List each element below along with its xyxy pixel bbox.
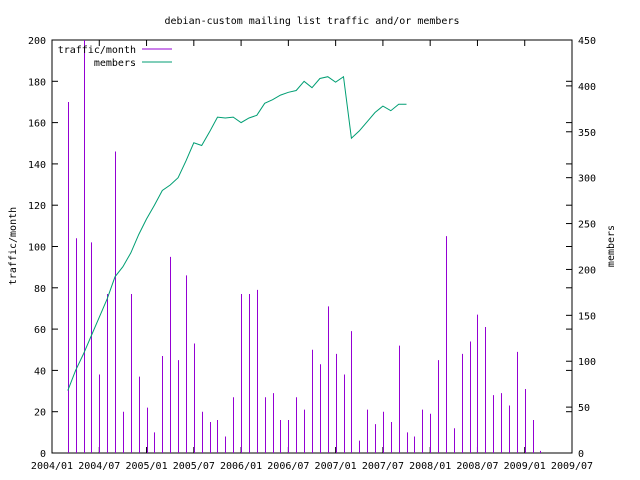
legend-label-traffic: traffic/month <box>58 45 136 56</box>
right-axis-ticks: 0 50 100 150 200 250 300 350 400 450 <box>566 36 596 460</box>
left-axis-ticks: 0 20 40 60 80 100 120 140 160 180 200 <box>28 36 572 460</box>
right-tick-label: 450 <box>578 36 596 47</box>
left-tick-label: 20 <box>34 408 46 419</box>
x-axis-ticks: 2004/01 2004/07 2005/01 2005/07 2006/01 2006/… <box>31 40 593 472</box>
right-tick-label: 300 <box>578 174 596 185</box>
x-tick-label: 2006/01 <box>220 461 262 472</box>
legend-label-members: members <box>94 58 136 69</box>
legend: traffic/month members <box>58 45 172 69</box>
left-tick-label: 40 <box>34 366 46 377</box>
right-tick-label: 150 <box>578 311 596 322</box>
traffic-series <box>68 40 541 453</box>
left-tick-label: 100 <box>28 243 46 254</box>
left-tick-label: 140 <box>28 160 46 171</box>
left-tick-label: 200 <box>28 36 46 47</box>
x-tick-label: 2005/01 <box>125 461 167 472</box>
x-tick-label: 2009/07 <box>551 461 593 472</box>
y-axis-label: traffic/month <box>8 207 19 285</box>
right-tick-label: 0 <box>578 449 584 460</box>
right-tick-label: 50 <box>578 403 590 414</box>
x-tick-label: 2006/07 <box>267 461 309 472</box>
x-tick-label: 2009/01 <box>504 461 546 472</box>
y2-axis-label: members <box>606 225 617 267</box>
left-tick-label: 60 <box>34 325 46 336</box>
x-tick-label: 2007/01 <box>315 461 357 472</box>
x-tick-label: 2004/07 <box>78 461 120 472</box>
right-tick-label: 100 <box>578 357 596 368</box>
left-tick-label: 160 <box>28 119 46 130</box>
x-tick-label: 2007/07 <box>362 461 404 472</box>
left-tick-label: 0 <box>40 449 46 460</box>
right-tick-label: 250 <box>578 220 596 231</box>
right-tick-label: 400 <box>578 82 596 93</box>
x-tick-label: 2004/01 <box>31 461 73 472</box>
left-tick-label: 120 <box>28 201 46 212</box>
chart-title: debian-custom mailing list traffic and/o… <box>164 16 459 27</box>
members-series <box>67 75 407 391</box>
x-tick-label: 2008/01 <box>409 461 451 472</box>
members-line <box>67 75 407 391</box>
left-tick-label: 180 <box>28 77 46 88</box>
right-tick-label: 200 <box>578 265 596 276</box>
x-tick-label: 2008/07 <box>456 461 498 472</box>
right-tick-label: 350 <box>578 128 596 139</box>
x-tick-label: 2005/07 <box>173 461 215 472</box>
left-tick-label: 80 <box>34 284 46 295</box>
